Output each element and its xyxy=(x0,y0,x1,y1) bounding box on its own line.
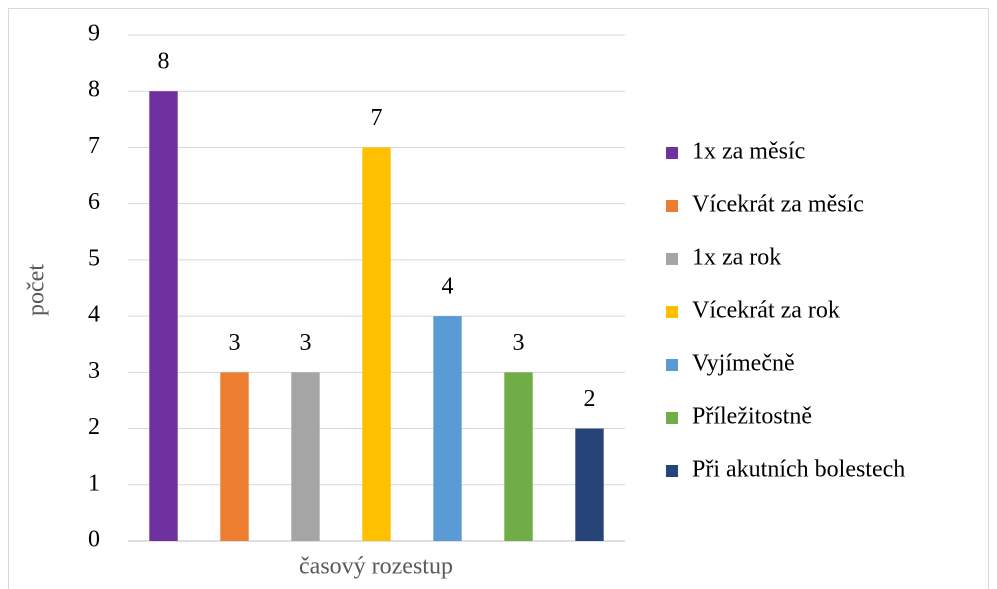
bar xyxy=(575,428,604,541)
y-tick-label: 5 xyxy=(88,245,100,271)
data-label: 7 xyxy=(371,105,383,131)
bar xyxy=(504,372,533,541)
legend-label: Vícekrát za měsíc xyxy=(692,192,864,218)
bar xyxy=(291,372,320,541)
legend-label: Při akutních bolestech xyxy=(692,457,905,483)
y-axis-title: počet xyxy=(24,264,50,316)
legend-swatch xyxy=(666,359,678,371)
data-label: 3 xyxy=(513,330,525,356)
bar xyxy=(149,91,178,541)
data-label: 3 xyxy=(300,330,312,356)
legend-swatch xyxy=(666,200,678,212)
bar xyxy=(220,372,249,541)
legend-label: 1x za měsíc xyxy=(692,139,805,165)
y-tick-label: 7 xyxy=(88,133,100,159)
y-tick-label: 8 xyxy=(88,77,100,103)
bar xyxy=(362,147,391,541)
data-label: 8 xyxy=(158,49,170,75)
y-tick-label: 4 xyxy=(88,302,100,328)
legend-swatch xyxy=(666,465,678,477)
bar xyxy=(433,316,462,541)
legend-label: Vyjímečně xyxy=(692,351,795,377)
legend-swatch xyxy=(666,306,678,318)
y-tick-label: 2 xyxy=(88,414,100,440)
y-tick-label: 3 xyxy=(88,358,100,384)
data-label: 2 xyxy=(584,386,596,412)
y-tick-label: 6 xyxy=(88,189,100,215)
legend-label: 1x za rok xyxy=(692,245,781,271)
data-label: 4 xyxy=(442,274,454,300)
legend-swatch xyxy=(666,147,678,159)
legend-label: Vícekrát za rok xyxy=(692,298,840,324)
data-label: 3 xyxy=(229,330,241,356)
y-tick-label: 0 xyxy=(88,527,100,553)
legend-swatch xyxy=(666,253,678,265)
y-tick-label: 9 xyxy=(88,21,100,47)
legend-swatch xyxy=(666,412,678,424)
x-axis-title: časový rozestup xyxy=(299,554,453,580)
legend-label: Příležitostně xyxy=(692,404,812,430)
y-tick-label: 1 xyxy=(88,470,100,496)
